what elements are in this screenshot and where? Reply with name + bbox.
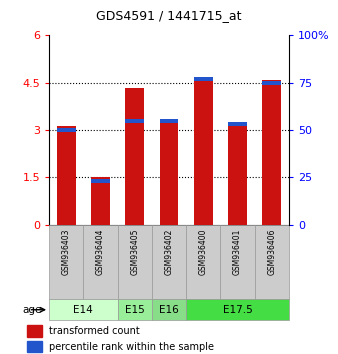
Bar <box>262 81 281 85</box>
Text: GDS4591 / 1441715_at: GDS4591 / 1441715_at <box>96 9 242 22</box>
Bar <box>57 126 76 225</box>
Bar <box>57 128 76 132</box>
Text: GSM936402: GSM936402 <box>165 229 173 275</box>
Bar <box>220 225 255 299</box>
Text: E16: E16 <box>159 305 179 315</box>
Bar <box>152 225 186 299</box>
Text: GSM936405: GSM936405 <box>130 229 139 275</box>
Bar <box>194 77 213 81</box>
Bar <box>228 124 247 225</box>
Text: GSM936400: GSM936400 <box>199 229 208 275</box>
Bar <box>125 88 144 225</box>
Bar <box>83 225 118 299</box>
Bar <box>262 80 281 225</box>
Bar <box>27 341 42 352</box>
Bar <box>27 325 42 337</box>
Text: GSM936401: GSM936401 <box>233 229 242 275</box>
Text: GSM936403: GSM936403 <box>62 229 71 275</box>
Bar <box>49 299 118 320</box>
Bar <box>118 225 152 299</box>
Bar <box>186 225 220 299</box>
Bar <box>160 119 178 123</box>
Text: GSM936404: GSM936404 <box>96 229 105 275</box>
Bar <box>186 299 289 320</box>
Bar <box>152 299 186 320</box>
Bar <box>91 177 110 225</box>
Text: E17.5: E17.5 <box>223 305 252 315</box>
Bar <box>255 225 289 299</box>
Bar <box>194 77 213 225</box>
Bar <box>49 225 83 299</box>
Bar <box>160 122 178 225</box>
Bar <box>91 179 110 183</box>
Text: transformed count: transformed count <box>49 326 140 336</box>
Text: E15: E15 <box>125 305 145 315</box>
Bar <box>228 122 247 126</box>
Text: age: age <box>23 305 42 315</box>
Text: percentile rank within the sample: percentile rank within the sample <box>49 342 214 352</box>
Text: E14: E14 <box>73 305 93 315</box>
Bar <box>125 119 144 123</box>
Bar <box>118 299 152 320</box>
Text: GSM936406: GSM936406 <box>267 229 276 275</box>
